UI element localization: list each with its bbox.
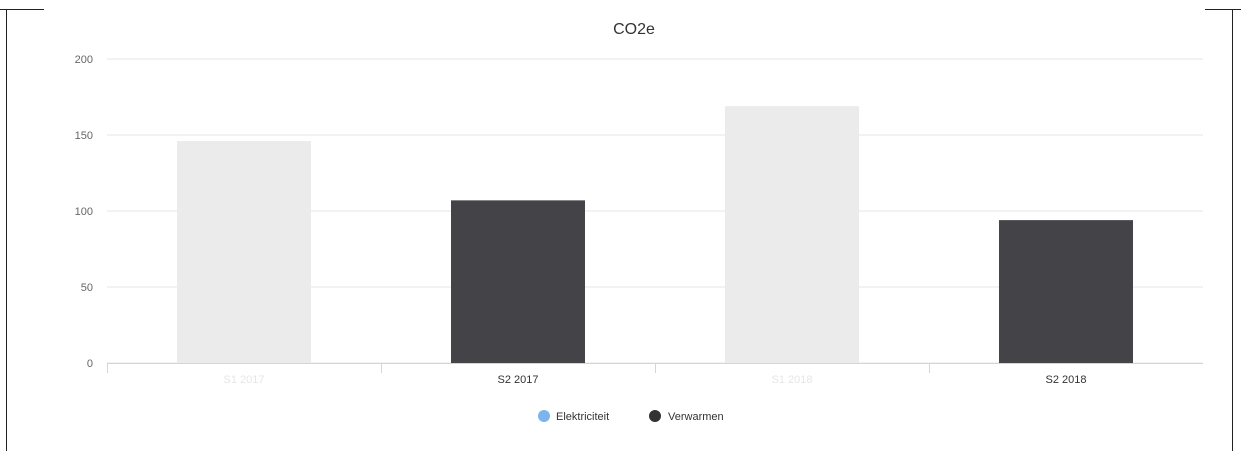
x-tick-label: S2 2018 [1046,374,1087,386]
legend-marker [538,410,550,422]
bar[interactable] [177,141,311,363]
y-tick-label: 50 [81,282,93,294]
y-tick-label: 200 [75,54,93,66]
legend-marker [649,410,661,422]
bar[interactable] [725,106,859,364]
bar[interactable] [451,200,585,363]
x-tick-label: S1 2017 [224,374,265,386]
legend-label: Verwarmen [668,411,724,423]
legend-item[interactable]: Elektriciteit [538,410,609,423]
legend-item[interactable]: Verwarmen [649,410,724,423]
bar[interactable] [999,220,1133,363]
frame-left-border [6,9,7,451]
x-tick-label: S1 2018 [772,374,813,386]
frame-top-left-border [0,9,44,10]
chart-title: CO2e [613,21,655,38]
y-tick-label: 100 [75,206,93,218]
legend-label: Elektriciteit [556,411,609,423]
x-tick-label: S2 2017 [498,374,539,386]
frame-top-right-border [1205,9,1241,10]
frame-right-border [1232,9,1233,451]
y-tick-label: 0 [87,358,93,370]
y-tick-label: 150 [75,130,93,142]
